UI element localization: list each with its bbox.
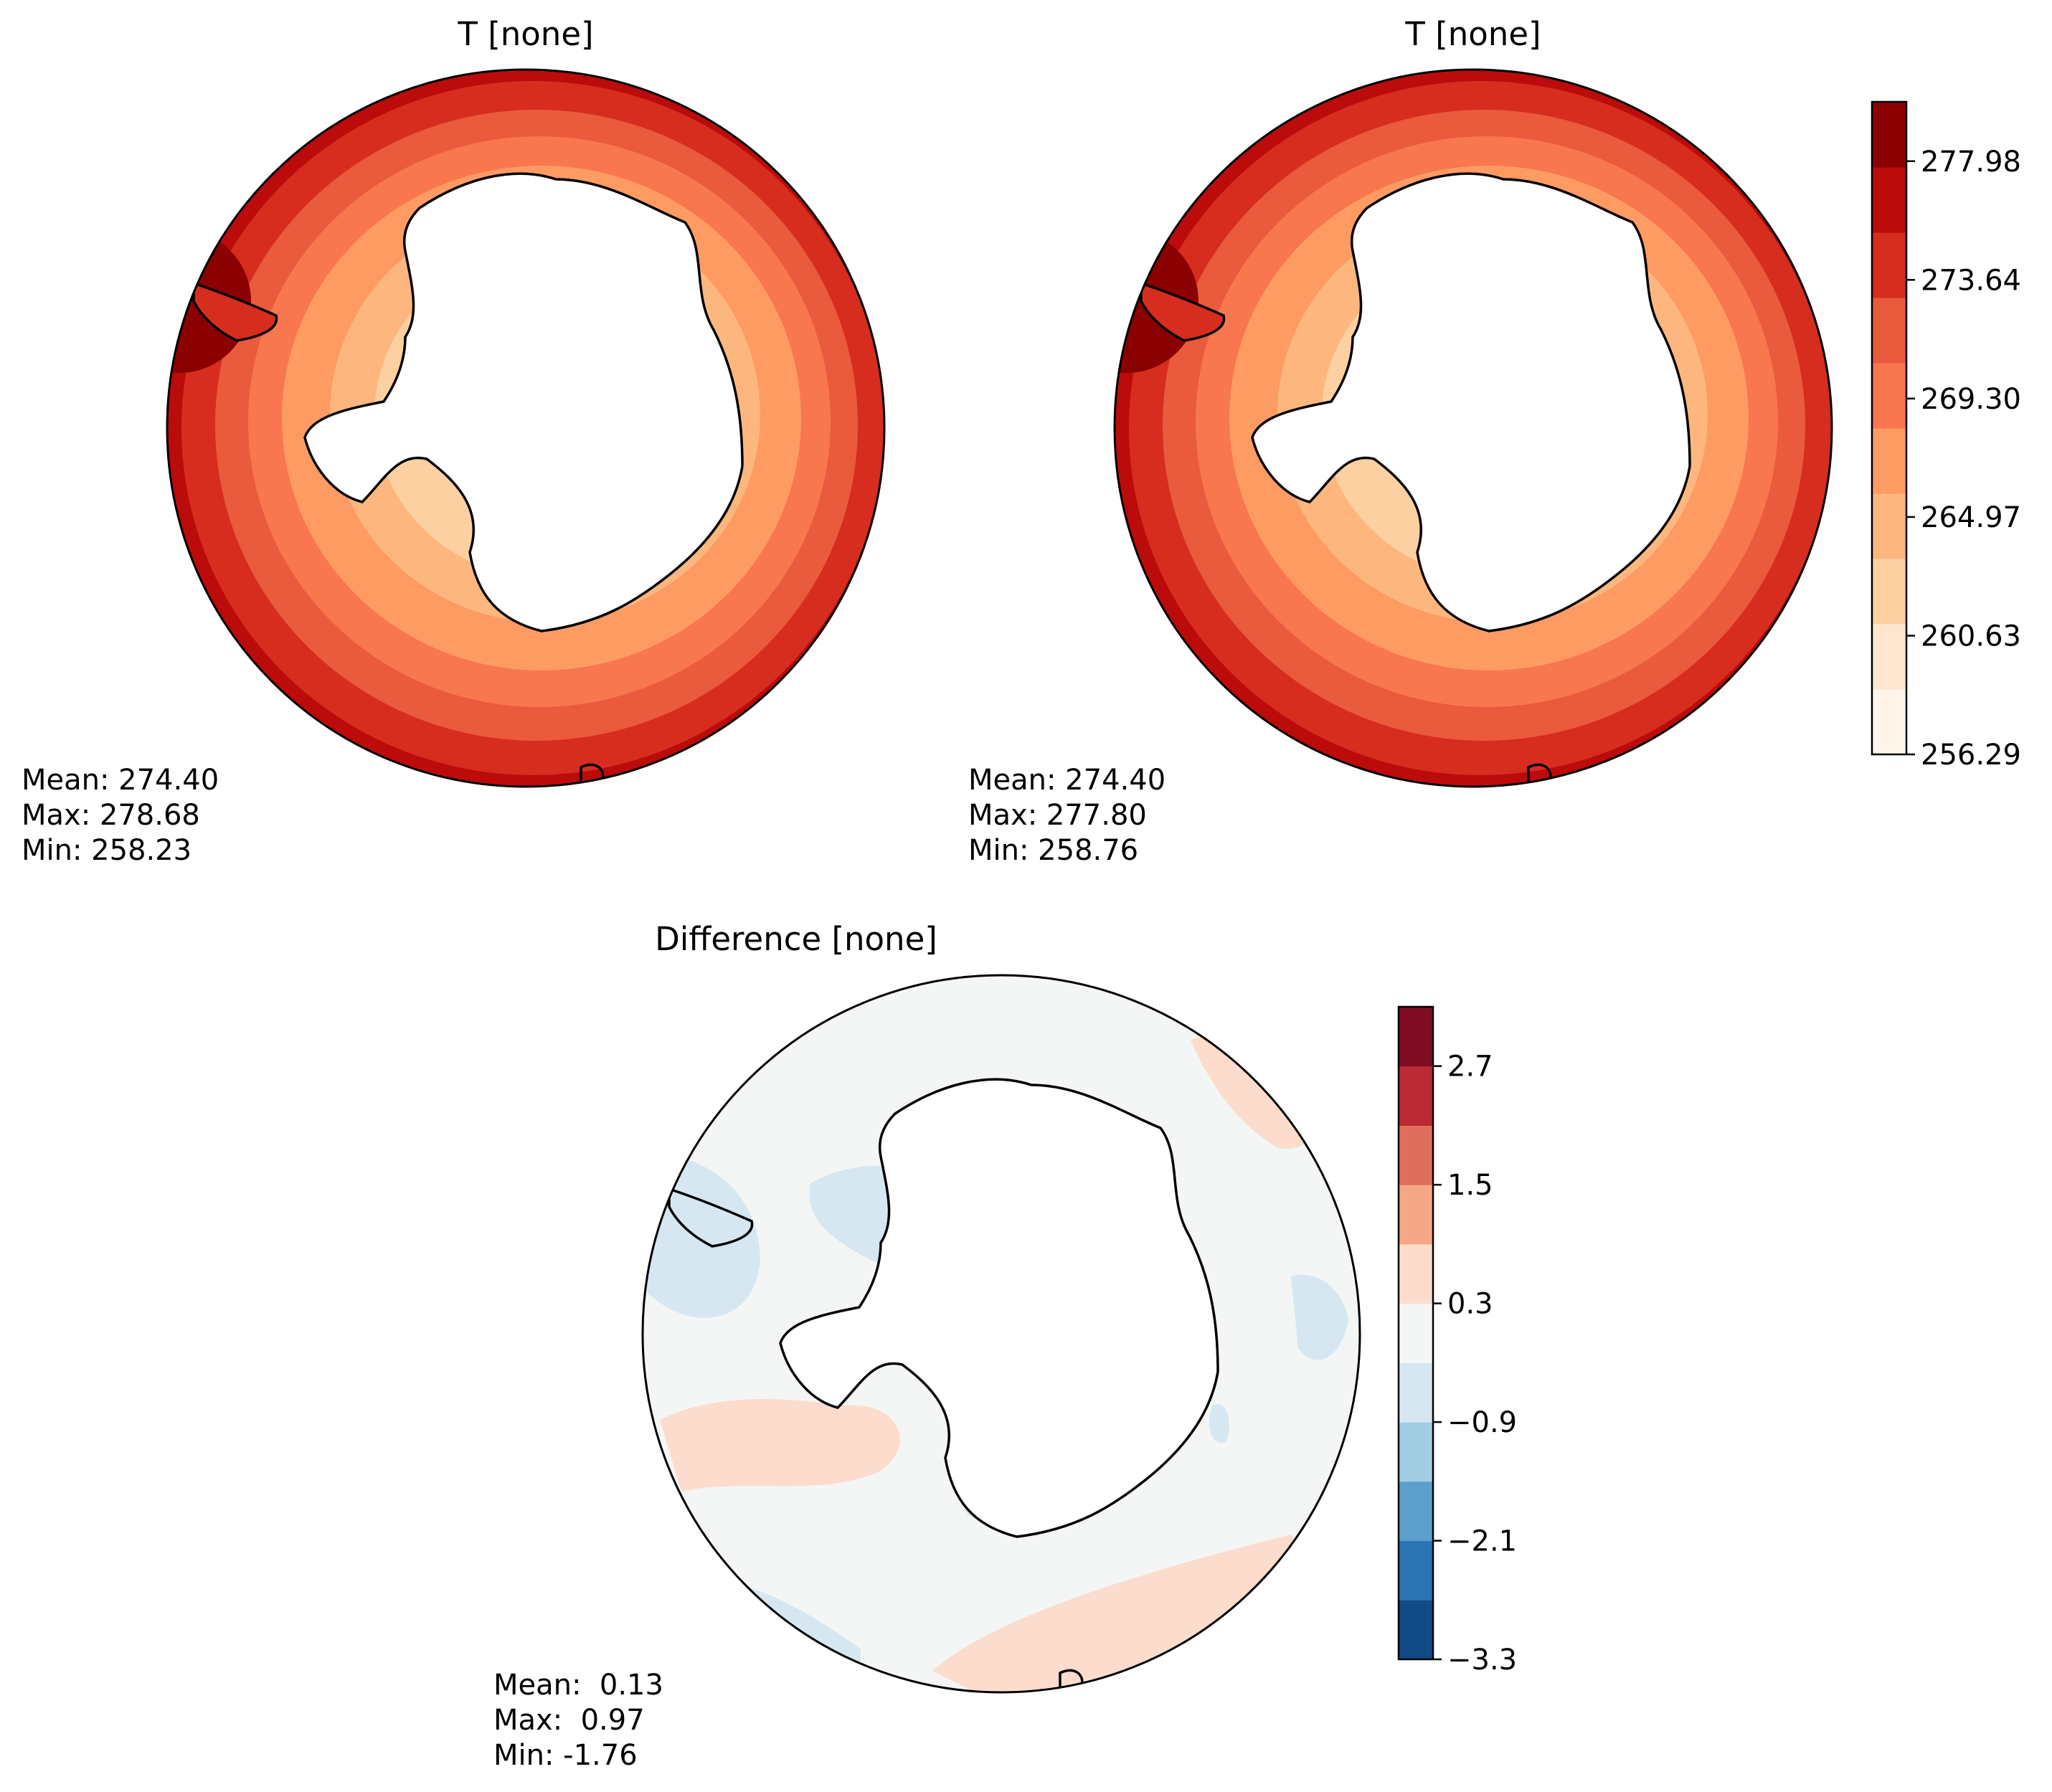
map-panel-2 (1113, 68, 1833, 788)
panel-3-mean: Mean: 0.13 (493, 1669, 663, 1702)
colorbar-difference-segment (1399, 1185, 1433, 1245)
colorbar-temperature-tick-label: 260.63 (1921, 620, 2021, 653)
map-panel-3 (641, 974, 1361, 1694)
colorbar-temperature-segment (1872, 102, 1906, 168)
colorbar-difference-segment (1399, 1066, 1433, 1126)
colorbar-difference-segment (1399, 1007, 1433, 1067)
panel-2-max: Max: 277.80 (968, 799, 1147, 832)
panel-1-stats: Mean: 274.40 Max: 278.68 Min: 258.23 (22, 763, 219, 868)
panel-2-mean: Mean: 274.40 (968, 764, 1166, 797)
colorbar-difference-tick-label: −2.1 (1447, 1525, 1517, 1558)
panel-3-min: Min: -1.76 (493, 1739, 638, 1772)
colorbar-difference-segment (1399, 1125, 1433, 1185)
colorbar-difference-segment (1399, 1303, 1433, 1363)
colorbar-temperature-segment (1872, 232, 1906, 298)
panel-1-mean: Mean: 274.40 (22, 764, 219, 797)
colorbar-difference-segment (1399, 1362, 1433, 1423)
colorbar-difference: −3.3 −2.1 −0.9 0.3 1.5 2.7 (1397, 1005, 1517, 1677)
colorbar-temperature-tick-label: 264.97 (1921, 501, 2021, 534)
panel-2-title: T [none] (1404, 15, 1541, 53)
colorbar-difference-frame (1397, 1005, 1434, 1661)
colorbar-difference-segment (1399, 1243, 1433, 1304)
colorbar-difference-segment (1399, 1422, 1433, 1482)
colorbar-temperature-tick-label: 269.30 (1921, 383, 2021, 416)
colorbar-temperature-segment (1872, 493, 1906, 559)
map-panel-1 (166, 68, 886, 788)
colorbar-temperature-segment (1872, 428, 1906, 494)
colorbar-difference-segment (1399, 1600, 1433, 1660)
colorbar-temperature-tick-label: 256.29 (1921, 739, 2021, 772)
colorbar-temperature-segment (1872, 167, 1906, 233)
panel-3-max: Max: 0.97 (493, 1704, 645, 1737)
colorbar-temperature-segment (1872, 363, 1906, 429)
panel-3-title: Difference [none] (655, 920, 937, 958)
colorbar-temperature: 256.29 260.63 264.97 269.30 273.64 277.98 (1871, 100, 2021, 772)
colorbar-temperature-segment (1872, 559, 1906, 625)
panel-1-title: T [none] (457, 15, 593, 53)
panel-1-min: Min: 258.23 (22, 834, 192, 867)
panel-2-min: Min: 258.76 (968, 834, 1139, 867)
colorbar-temperature-segment (1872, 689, 1906, 755)
colorbar-temperature-tick-label: 273.64 (1921, 264, 2021, 297)
colorbar-difference-segment (1399, 1481, 1433, 1542)
colorbar-difference-tick-label: −0.9 (1447, 1406, 1517, 1439)
colorbar-difference-tick-label: 1.5 (1447, 1169, 1493, 1202)
colorbar-temperature-frame (1871, 100, 1908, 756)
colorbar-difference-segment (1399, 1540, 1433, 1601)
panel-1-max: Max: 278.68 (22, 799, 200, 832)
colorbar-difference-tick-label: 0.3 (1447, 1288, 1493, 1321)
colorbar-difference-tick-label: 2.7 (1447, 1051, 1493, 1084)
panel-2-stats: Mean: 274.40 Max: 277.80 Min: 258.76 (968, 763, 1166, 868)
colorbar-temperature-segment (1872, 624, 1906, 690)
colorbar-temperature-segment (1872, 298, 1906, 364)
colorbar-temperature-tick-label: 277.98 (1921, 146, 2021, 179)
colorbar-difference-tick-label: −3.3 (1447, 1644, 1517, 1677)
panel-3-stats: Mean: 0.13 Max: 0.97 Min: -1.76 (493, 1668, 663, 1773)
